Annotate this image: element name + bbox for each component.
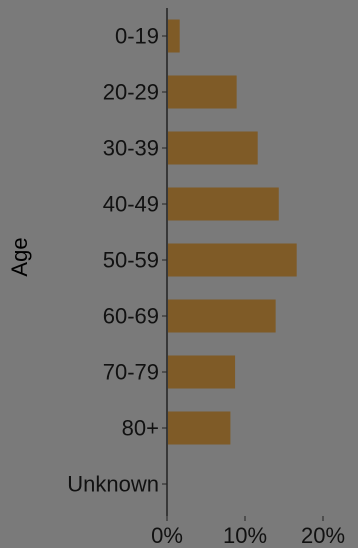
y-tick-label: 50-59 bbox=[103, 248, 159, 273]
bar-70-79 bbox=[168, 355, 236, 389]
y-axis-title: Age bbox=[7, 237, 32, 276]
y-tick-label: 30-39 bbox=[103, 136, 159, 161]
x-tick-label: 10% bbox=[223, 523, 267, 548]
bar-20-29 bbox=[168, 75, 237, 109]
x-tick-label: 0% bbox=[151, 523, 183, 548]
y-tick-label: 20-29 bbox=[103, 80, 159, 105]
bar-60-69 bbox=[168, 299, 276, 333]
bar-80- bbox=[168, 411, 231, 445]
bar-30-39 bbox=[168, 131, 258, 165]
bar-50-59 bbox=[168, 243, 297, 277]
y-tick-label: 80+ bbox=[122, 416, 159, 441]
y-tick-label: 60-69 bbox=[103, 304, 159, 329]
y-tick-label: 0-19 bbox=[115, 24, 159, 49]
bar-40-49 bbox=[168, 187, 279, 221]
y-tick-label: 70-79 bbox=[103, 360, 159, 385]
y-tick-label: Unknown bbox=[67, 472, 159, 497]
x-tick-label: 20% bbox=[301, 523, 345, 548]
bar-0-19 bbox=[168, 19, 180, 53]
y-tick-label: 40-49 bbox=[103, 192, 159, 217]
